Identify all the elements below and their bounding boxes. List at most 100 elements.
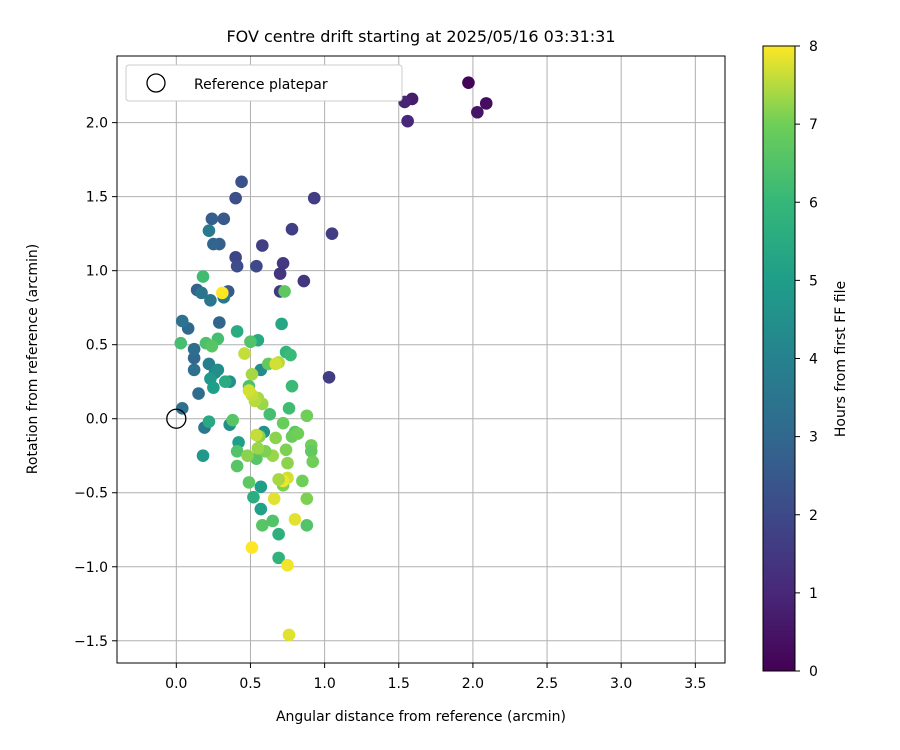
data-point — [306, 455, 320, 468]
data-point — [276, 416, 290, 430]
data-point — [263, 407, 277, 421]
colorbar-ticks: 0 1 2 3 4 5 6 7 8 — [795, 39, 818, 680]
data-point — [254, 502, 268, 516]
legend-box — [125, 64, 403, 102]
data-point — [226, 413, 239, 427]
data-point — [244, 335, 257, 349]
data-point — [285, 379, 299, 393]
data-point — [284, 348, 297, 362]
data-point — [276, 256, 290, 270]
y-tick-label: 1.0 — [86, 264, 108, 280]
y-tick-label: 0.5 — [86, 338, 108, 354]
colorbar-tick-label: 4 — [809, 352, 818, 368]
data-point — [275, 317, 288, 331]
data-point — [230, 444, 244, 458]
y-tick-label: 2.0 — [86, 116, 108, 132]
data-point — [272, 473, 285, 486]
y-axis-label: Rotation from reference (arcmin) — [25, 244, 41, 474]
data-point — [195, 286, 208, 300]
data-point — [175, 402, 189, 415]
data-point — [291, 427, 305, 440]
data-point — [296, 474, 309, 488]
x-tick-label: 3.0 — [610, 676, 632, 692]
data-point — [213, 316, 226, 329]
data-point — [205, 212, 219, 226]
y-tick-label: −0.5 — [74, 486, 108, 502]
data-point — [245, 368, 259, 381]
data-point — [192, 387, 205, 400]
colorbar — [762, 45, 796, 672]
x-tick-label: 0.5 — [239, 676, 261, 692]
data-point — [202, 357, 216, 371]
x-tick-label: 2.5 — [536, 676, 558, 692]
data-point — [279, 443, 293, 457]
data-point — [229, 191, 242, 205]
legend-reference-marker — [146, 73, 166, 93]
data-point — [235, 175, 248, 189]
data-point — [307, 191, 321, 205]
chart-title: FOV centre drift starting at 2025/05/16 … — [226, 27, 615, 46]
data-point — [322, 370, 336, 384]
data-point — [288, 513, 302, 526]
x-axis-label: Angular distance from reference (arcmin) — [276, 709, 566, 725]
legend-label: Reference platepar — [194, 77, 328, 93]
data-point — [471, 105, 484, 119]
data-point — [217, 212, 231, 226]
data-point — [202, 415, 216, 428]
data-point — [401, 114, 414, 128]
data-point — [187, 363, 201, 377]
colorbar-tick-label: 2 — [809, 508, 818, 524]
data-point — [251, 442, 265, 455]
y-axis-ticks: −1.5 −1.0 −0.5 0.0 0.5 1.0 1.5 2.0 — [74, 116, 117, 650]
x-tick-label: 2.0 — [462, 676, 484, 692]
data-point — [187, 342, 201, 356]
colorbar-tick-label: 0 — [809, 664, 818, 680]
colorbar-label: Hours from first FF file — [833, 281, 849, 437]
data-point — [269, 357, 282, 371]
data-point — [218, 375, 232, 389]
data-point — [250, 259, 263, 273]
data-point — [273, 267, 287, 280]
x-axis-ticks: 0.0 0.5 1.0 1.5 2.0 2.5 3.0 3.5 — [165, 663, 706, 692]
data-point — [187, 351, 201, 365]
data-point — [281, 456, 294, 470]
y-tick-label: −1.5 — [74, 634, 108, 650]
data-point — [207, 237, 220, 251]
data-point — [174, 336, 188, 350]
data-point — [241, 449, 254, 463]
data-point — [300, 409, 314, 423]
data-point — [256, 519, 269, 532]
data-point — [266, 514, 280, 528]
grid-lines — [117, 56, 725, 663]
y-tick-label: −1.0 — [74, 560, 108, 576]
data-point — [272, 551, 285, 565]
data-point — [204, 293, 217, 307]
data-point — [250, 428, 263, 442]
data-points — [174, 76, 493, 642]
data-point — [300, 492, 314, 505]
y-tick-label: 1.5 — [86, 190, 108, 206]
data-point — [272, 527, 285, 541]
data-point — [269, 431, 282, 445]
data-point — [282, 628, 296, 642]
data-point — [205, 339, 219, 353]
data-point — [325, 227, 339, 240]
colorbar-tick-label: 8 — [809, 39, 818, 55]
data-point — [238, 347, 251, 360]
data-point — [230, 259, 244, 273]
data-point — [462, 76, 475, 89]
data-point — [282, 402, 296, 415]
data-point — [196, 449, 210, 463]
data-point — [300, 519, 314, 532]
colorbar-tick-label: 5 — [809, 273, 818, 289]
colorbar-tick-label: 6 — [809, 195, 818, 211]
reference-marker — [166, 408, 187, 429]
data-point — [207, 381, 220, 394]
x-tick-label: 1.0 — [313, 676, 335, 692]
plot-frame — [116, 55, 726, 664]
data-point — [297, 274, 311, 288]
reference-platepar-marker — [166, 408, 187, 429]
data-point — [215, 286, 229, 300]
data-point — [175, 314, 189, 328]
